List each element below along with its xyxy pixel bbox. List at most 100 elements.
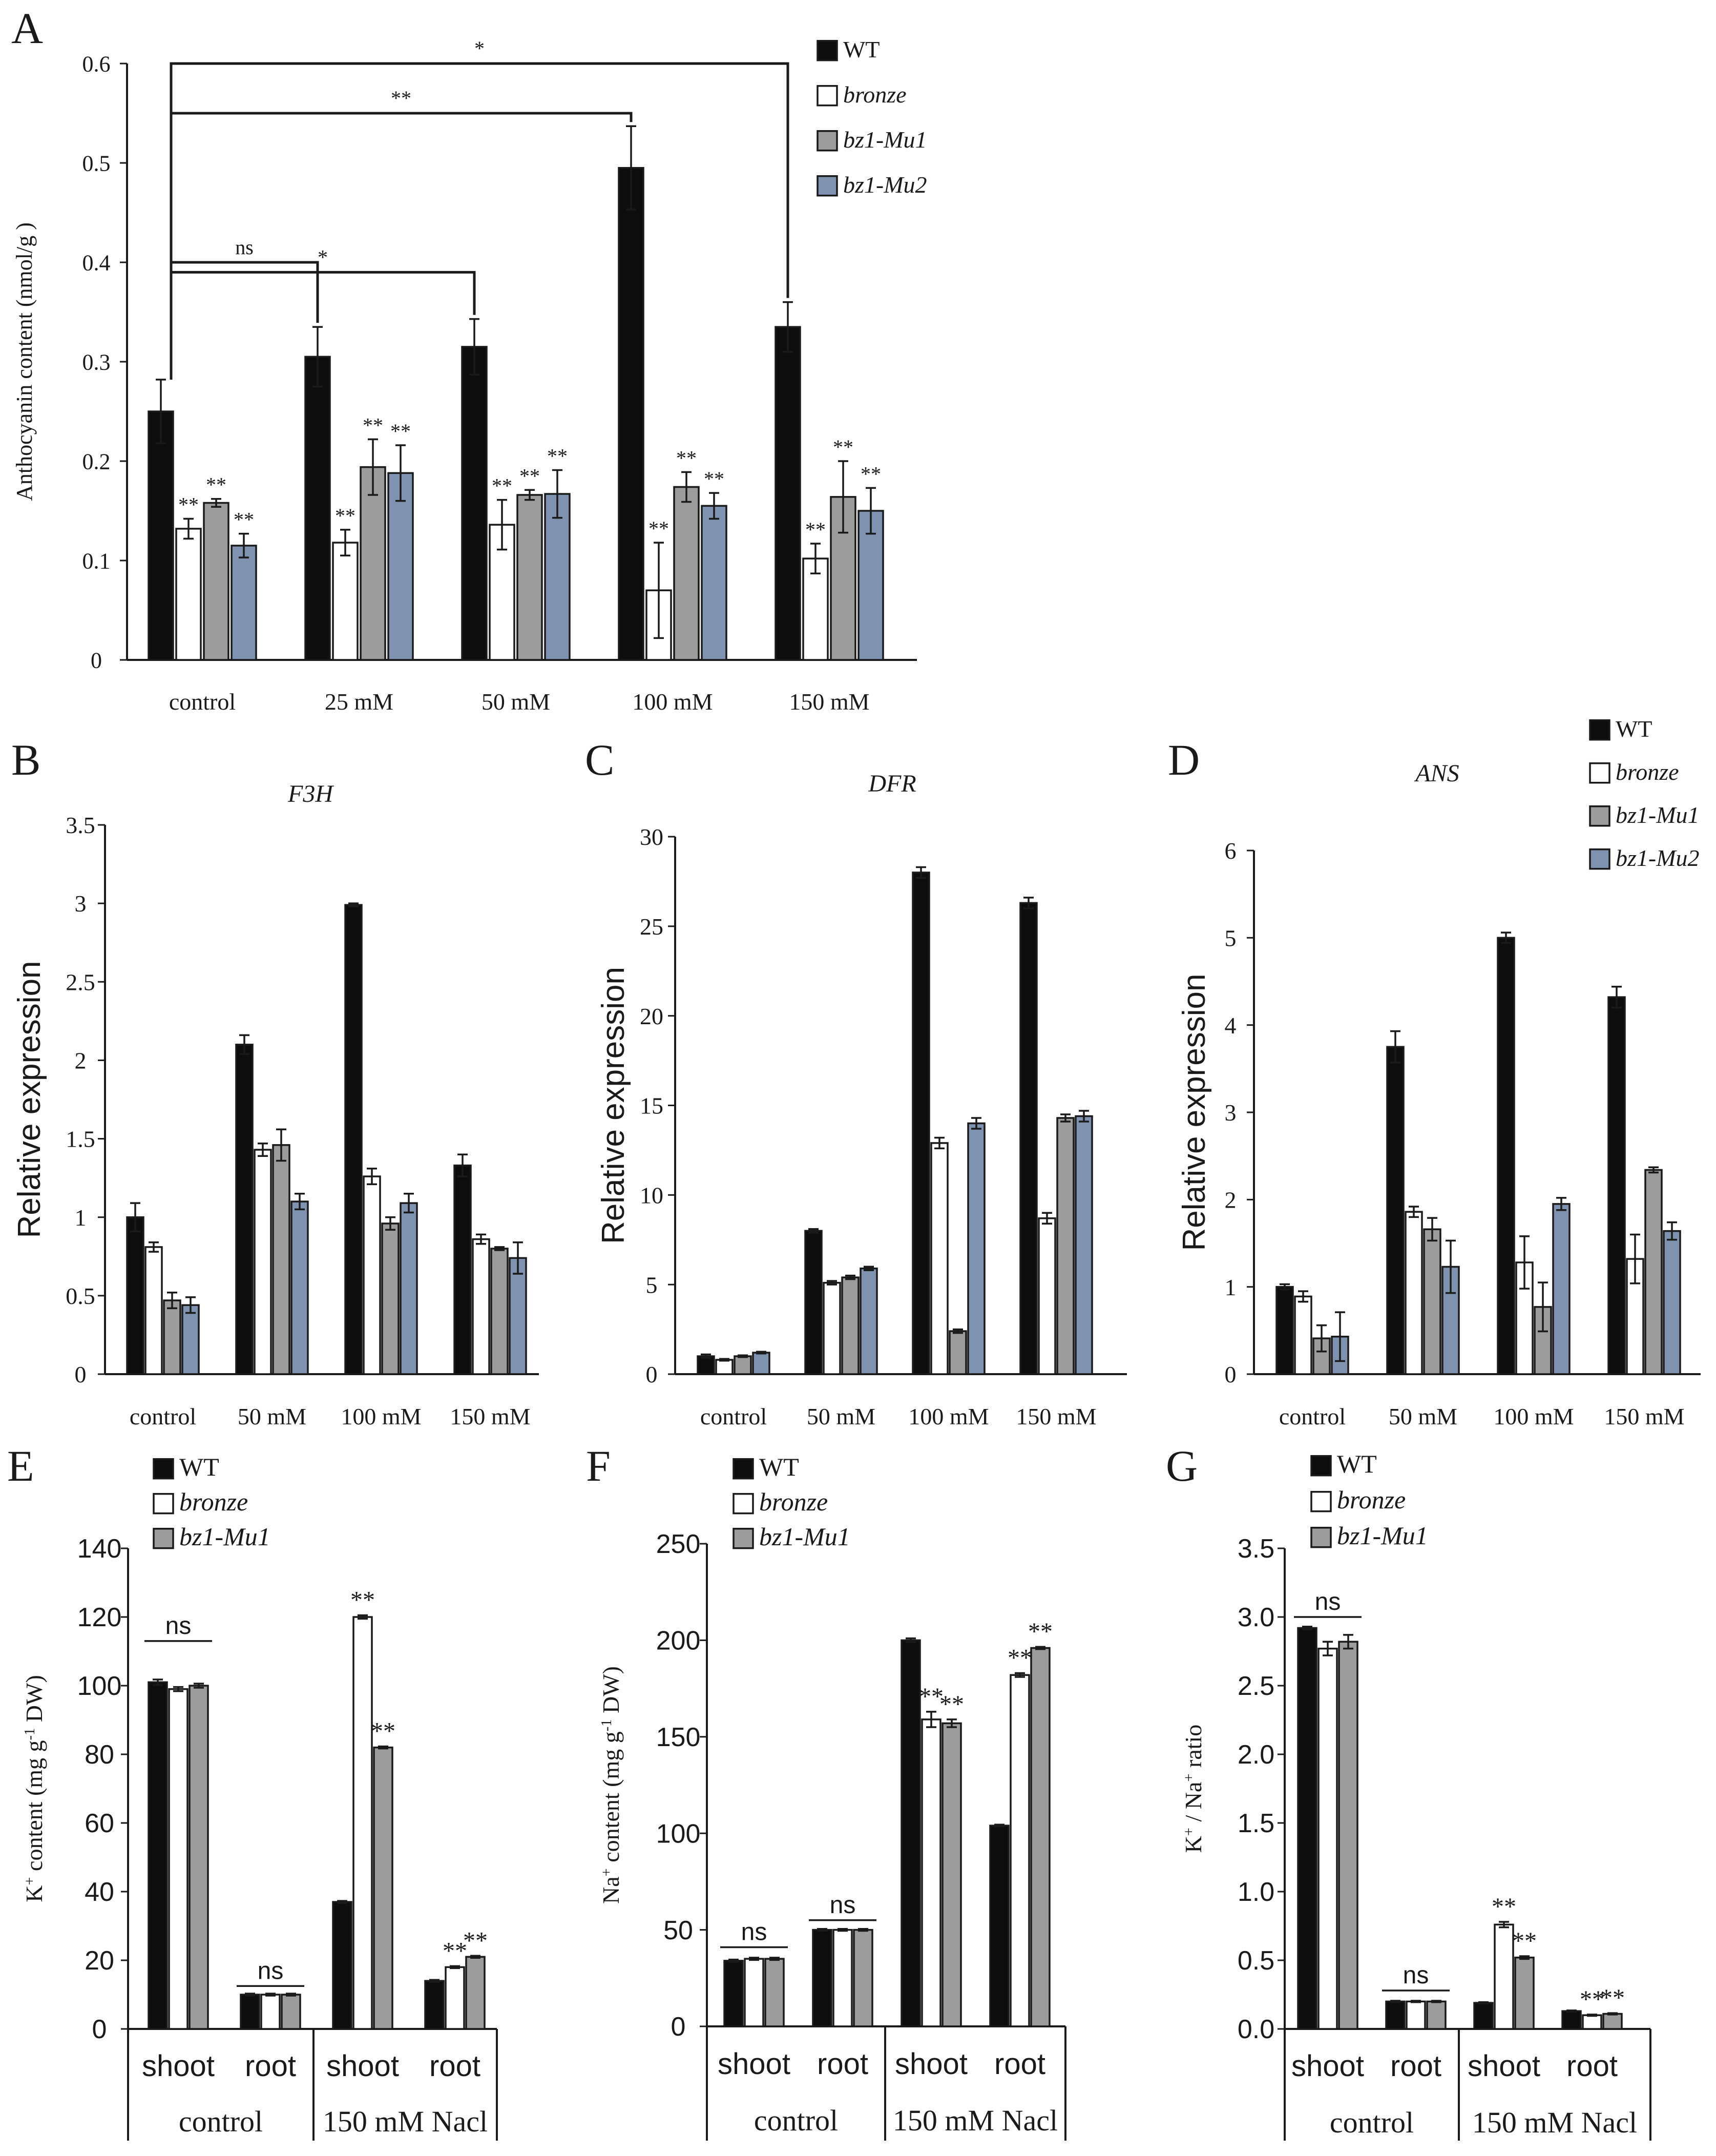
legend-label-bronze: bronze (1337, 1485, 1406, 1514)
category-label-25-mm: 25 mM (325, 689, 393, 715)
bar-wt-150-mm (453, 1164, 472, 1375)
y-tick-label: 3.5 (1238, 1534, 1274, 1564)
legend-label-bz1-mu1: bz1-Mu1 (843, 127, 927, 153)
category-label-control: control (130, 1403, 196, 1429)
chart-title: DFR (868, 770, 916, 797)
error-bar (749, 1957, 759, 1961)
category-label-shoot: shoot (1468, 2049, 1540, 2083)
panel-label: B (11, 735, 40, 784)
significance-label: ** (833, 436, 853, 459)
y-axis-label-part: + (22, 1877, 38, 1885)
bar-bz1-mu1-100-mm (673, 486, 700, 661)
y-tick-label: 0 (75, 1361, 87, 1387)
legend-label-bz1-mu1: bz1-Mu1 (1616, 802, 1700, 828)
y-tick-label: 4 (1225, 1012, 1237, 1039)
panel-c-dfr-chart: C DFR 0 5 10 15 20 25 30 Relative expression contr… (585, 735, 1127, 1429)
panel-label: G (1166, 1441, 1198, 1490)
bar-wt-root (1561, 2010, 1582, 2030)
category-label-150-mm: 150 mM (450, 1403, 530, 1429)
y-axis-label: Relative expression (596, 967, 631, 1244)
error-bar (934, 1136, 945, 1150)
error-bar (1079, 1110, 1089, 1123)
category-label-shoot: shoot (1291, 2049, 1364, 2083)
error-bar (1538, 1281, 1548, 1333)
y-tick-label: 15 (640, 1093, 663, 1119)
ns-label: ns (1403, 1962, 1429, 1989)
significance-label: ** (371, 1718, 395, 1745)
panel-e-k-content-chart: E 0 20 40 60 80 100 120 140 K+ content (mg g-1 DW… (7, 1441, 498, 2141)
category-label-150-mm: 150 mM (789, 689, 869, 715)
category-label-150-mm: 150 mM (1604, 1403, 1684, 1429)
significance-label: ** (1028, 1618, 1053, 1645)
error-bar (1501, 931, 1511, 944)
significance-label: ** (178, 493, 199, 516)
comparison-bracket (170, 261, 319, 380)
bar-wt-50-mm (804, 1230, 823, 1375)
category-label-100-mm: 100 mM (341, 1403, 421, 1429)
y-tick-label: 2 (75, 1048, 87, 1074)
bar-bz1-mu1-150-mm (1644, 1169, 1663, 1375)
error-bar (130, 1202, 140, 1233)
error-bar (367, 1168, 377, 1186)
error-bar (681, 471, 692, 503)
bar-bz1-mu1-150-mm (490, 1248, 509, 1375)
bar-bronze-shoot (1494, 1923, 1514, 2030)
y-tick-label: 0.3 (82, 349, 111, 375)
bar-wt-150-mm (1019, 902, 1038, 1375)
bar-wt-100-mm (344, 904, 363, 1375)
bar-bz1-mu2-control (181, 1304, 200, 1375)
error-bar (368, 438, 378, 496)
bar-wt-100-mm (618, 167, 644, 661)
y-tick-label: 0.5 (82, 151, 111, 176)
bar-bz1-mu1-control (734, 1355, 752, 1375)
bar-bz1-mu1-100-mm (381, 1222, 400, 1375)
error-bar (719, 1358, 729, 1362)
error-bar (1556, 1197, 1566, 1211)
bar-bz1-mu1-shoot (189, 1685, 209, 2030)
error-bar (1390, 2000, 1400, 2003)
y-tick-label: 0.4 (82, 250, 111, 275)
bar-bz1-mu1-shoot (373, 1746, 393, 2030)
significance-label: ** (676, 446, 697, 469)
bar-bronze-25-mm (332, 542, 359, 661)
significance-label: ** (206, 473, 226, 496)
error-bar (1335, 1311, 1345, 1362)
significance-label: ** (704, 467, 724, 490)
legend-swatch-bz1-mu1 (153, 1527, 174, 1549)
legend-swatch-wt (733, 1458, 754, 1480)
y-tick-label: 40 (85, 1877, 114, 1907)
error-bar (395, 444, 406, 502)
y-tick-label: 0.1 (82, 548, 111, 573)
y-tick-label: 50 (663, 1916, 693, 1945)
legend-swatch-wt (817, 39, 838, 61)
significance-label: ** (919, 1683, 944, 1710)
y-axis-label-part: K (21, 1885, 47, 1902)
category-label-50-mm: 50 mM (482, 689, 550, 715)
bar-bronze-root (1406, 2000, 1426, 2030)
significance-label: ** (1008, 1644, 1032, 1671)
y-axis-label: Na+ content (mg g-1 DW) (598, 1666, 624, 1904)
bar-bz1-mu1-shoot (1338, 1641, 1358, 2030)
error-bar (239, 532, 249, 558)
error-bar (185, 1296, 196, 1314)
y-tick-label: 80 (85, 1740, 114, 1770)
error-bar (385, 1216, 395, 1231)
error-bar (817, 1927, 827, 1932)
error-bar (476, 1233, 486, 1245)
error-bar (1302, 1626, 1312, 1630)
comparison-bracket (170, 62, 789, 380)
error-bar (1015, 1672, 1025, 1678)
bar-bz1-mu2-25-mm (387, 472, 414, 661)
error-bar (457, 1153, 468, 1177)
y-tick-label: 5 (1225, 925, 1237, 951)
bar-bronze-root (1582, 2014, 1602, 2030)
bar-bronze-100-mm (930, 1142, 949, 1375)
error-bar (312, 326, 323, 388)
y-tick-label: 3 (75, 890, 87, 917)
significance-label: ** (861, 462, 881, 485)
legend-label-bz1-mu1: bz1-Mu1 (179, 1522, 270, 1551)
bar-bronze-shoot (921, 1718, 941, 2027)
bar-bronze-50-mm (823, 1281, 841, 1375)
legend-swatch-bz1-mu1 (1589, 805, 1610, 827)
error-bar (265, 1993, 276, 1997)
